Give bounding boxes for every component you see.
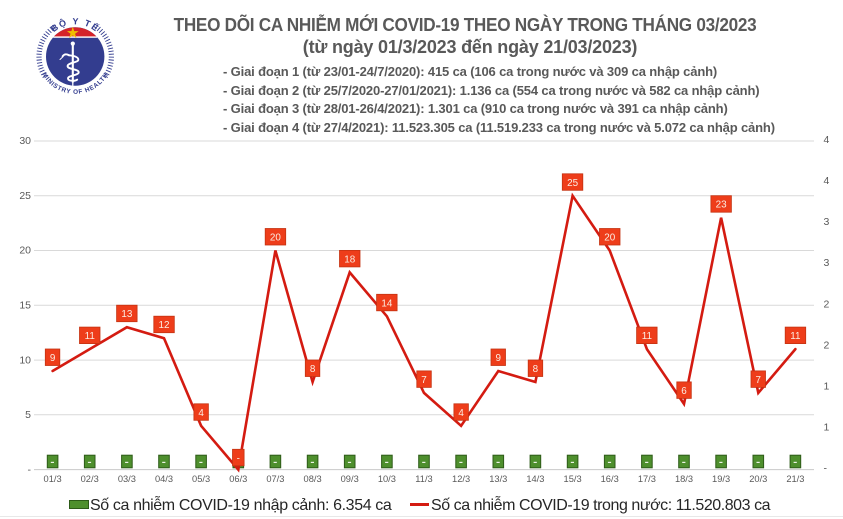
svg-text:9: 9 xyxy=(496,353,502,364)
svg-text:12: 12 xyxy=(159,320,170,331)
svg-text:8: 8 xyxy=(310,364,316,375)
svg-text:1: 1 xyxy=(824,381,830,393)
svg-text:11: 11 xyxy=(790,331,801,342)
svg-text:12/3: 12/3 xyxy=(452,474,470,484)
svg-text:14/3: 14/3 xyxy=(526,474,544,484)
svg-text:20: 20 xyxy=(19,245,31,257)
svg-text:25: 25 xyxy=(567,178,578,189)
svg-text:21/3: 21/3 xyxy=(786,474,804,484)
svg-text:15/3: 15/3 xyxy=(564,474,582,484)
svg-text:11: 11 xyxy=(642,331,653,342)
svg-text:09/3: 09/3 xyxy=(341,474,359,484)
svg-text:06/3: 06/3 xyxy=(229,474,247,484)
svg-text:05/3: 05/3 xyxy=(192,474,210,484)
svg-text:5: 5 xyxy=(25,409,31,421)
svg-text:11: 11 xyxy=(85,331,96,342)
svg-text:03/3: 03/3 xyxy=(118,474,136,484)
svg-text:13/3: 13/3 xyxy=(489,474,507,484)
svg-text:10/3: 10/3 xyxy=(378,474,396,484)
svg-text:4: 4 xyxy=(458,408,464,419)
svg-text:1: 1 xyxy=(824,422,830,434)
svg-text:2: 2 xyxy=(824,339,830,351)
svg-text:20/3: 20/3 xyxy=(749,474,767,484)
svg-text:14: 14 xyxy=(381,298,392,309)
svg-text:17/3: 17/3 xyxy=(638,474,656,484)
svg-text:4: 4 xyxy=(824,134,830,146)
svg-text:7: 7 xyxy=(421,375,427,386)
svg-text:15: 15 xyxy=(19,300,31,312)
svg-text:3: 3 xyxy=(824,216,830,228)
svg-text:20: 20 xyxy=(604,233,615,244)
svg-text:16/3: 16/3 xyxy=(601,474,619,484)
svg-text:4: 4 xyxy=(824,175,830,187)
svg-text:6: 6 xyxy=(681,386,687,397)
svg-text:2: 2 xyxy=(824,298,830,310)
svg-text:3: 3 xyxy=(824,257,830,269)
svg-text:08/3: 08/3 xyxy=(304,474,322,484)
svg-text:18/3: 18/3 xyxy=(675,474,693,484)
svg-text:7: 7 xyxy=(756,375,762,386)
svg-text:01/3: 01/3 xyxy=(44,474,62,484)
svg-text:-: - xyxy=(824,463,828,475)
svg-text:07/3: 07/3 xyxy=(266,474,284,484)
svg-text:02/3: 02/3 xyxy=(81,474,99,484)
svg-text:8: 8 xyxy=(533,364,539,375)
svg-text:19/3: 19/3 xyxy=(712,474,730,484)
svg-text:30: 30 xyxy=(19,135,31,147)
svg-text:-: - xyxy=(237,453,240,464)
svg-text:9: 9 xyxy=(50,353,56,364)
svg-text:10: 10 xyxy=(19,354,31,366)
svg-text:18: 18 xyxy=(344,254,355,265)
svg-text:23: 23 xyxy=(716,200,727,211)
svg-text:25: 25 xyxy=(19,190,31,202)
svg-text:04/3: 04/3 xyxy=(155,474,173,484)
svg-text:13: 13 xyxy=(121,309,132,320)
svg-text:4: 4 xyxy=(198,408,204,419)
svg-text:-: - xyxy=(28,464,32,476)
svg-text:20: 20 xyxy=(270,233,281,244)
svg-text:11/3: 11/3 xyxy=(415,474,432,484)
